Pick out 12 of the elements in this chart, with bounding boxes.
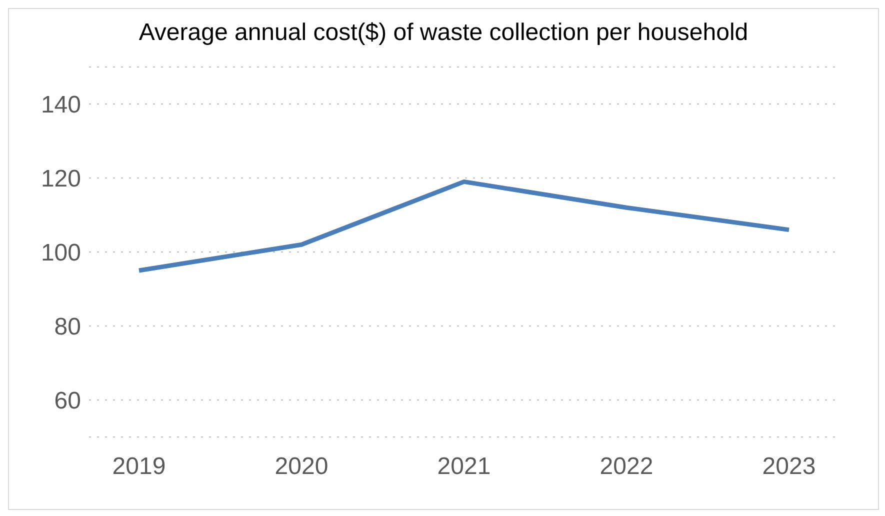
line-series <box>136 179 792 273</box>
x-tick-label: 2019 <box>112 453 166 480</box>
x-tick-label: 2023 <box>762 453 816 480</box>
x-tick-label: 2022 <box>600 453 654 480</box>
y-tick-label: 120 <box>40 166 81 193</box>
x-tick-label: 2021 <box>437 453 491 480</box>
y-tick-label: 80 <box>54 314 81 341</box>
y-tick-label: 100 <box>40 240 81 267</box>
x-tick-label: 2020 <box>274 453 328 480</box>
chart-title: Average annual cost($) of waste collection per household <box>138 19 750 47</box>
y-tick-label: 140 <box>40 92 81 119</box>
y-tick-label: 60 <box>54 388 81 415</box>
